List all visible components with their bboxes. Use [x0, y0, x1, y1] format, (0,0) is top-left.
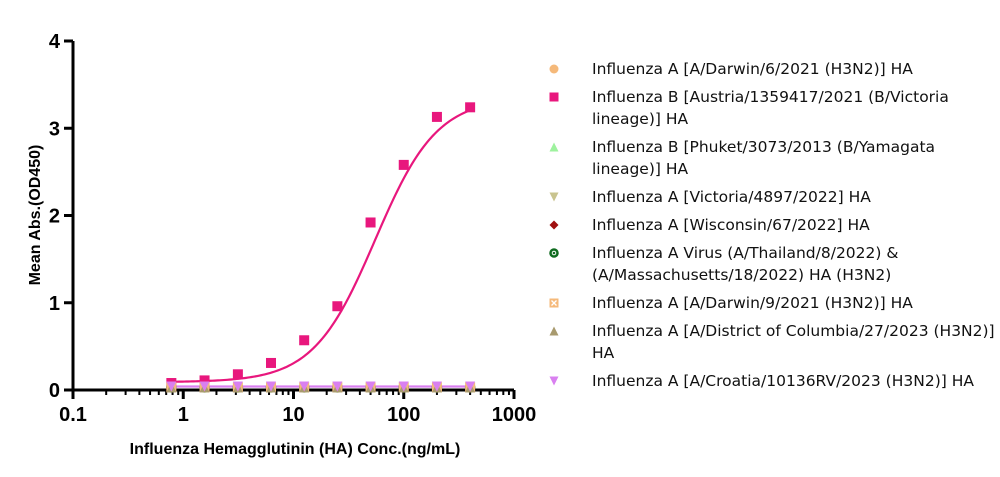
legend-marker-icon [549, 92, 559, 102]
y-tick-label: 3 [49, 118, 60, 140]
legend-marker-icon [549, 142, 559, 152]
legend-item: Influenza A [A/Croatia/10136RV/2023 (H3N… [540, 370, 995, 392]
x-tick-label: 10 [282, 404, 304, 426]
legend-marker-icon [549, 298, 559, 308]
data-point [265, 381, 276, 392]
chart-plot: 0 1 2 3 4 0.1 1 10 100 1000 Influenza Hemagglutin… [27, 31, 536, 458]
legend-item: Influenza A [A/Darwin/6/2021 (H3N2)] HA [540, 58, 995, 80]
data-point [431, 381, 442, 392]
data-point [232, 369, 243, 380]
legend-marker-icon [549, 192, 559, 202]
y-tick-label: 1 [49, 293, 60, 315]
data-point [199, 375, 210, 386]
data-point [332, 301, 343, 312]
data-point [265, 357, 276, 368]
y-tick-label: 2 [49, 206, 60, 228]
x-tick-label: 1000 [492, 404, 537, 426]
legend-label: Influenza A Virus (A/Thailand/8/2022) & … [592, 244, 899, 284]
legend-label: Influenza A [A/Croatia/10136RV/2023 (H3N… [592, 372, 974, 390]
data-point [398, 381, 409, 392]
legend-label: Influenza A [A/District of Columbia/27/2… [592, 322, 995, 362]
legend-marker-icon [549, 326, 559, 336]
data-point [299, 381, 310, 392]
x-tick-label: 1 [178, 404, 189, 426]
data-point [465, 381, 476, 392]
legend-item: Influenza A Virus (A/Thailand/8/2022) & … [540, 242, 995, 286]
y-tick-label: 4 [49, 31, 61, 53]
y-tick-label: 0 [49, 380, 60, 402]
data-point [299, 335, 310, 346]
data-point [365, 381, 376, 392]
y-axis-title: Mean Abs.(OD450) [27, 145, 44, 286]
legend-item: Influenza A [A/Darwin/9/2021 (H3N2)] HA [540, 292, 995, 314]
legend-label: Influenza A [A/Darwin/6/2021 (H3N2)] HA [592, 60, 913, 78]
legend-label: Influenza B [Austria/1359417/2021 (B/Vic… [592, 88, 949, 128]
x-tick-label: 0.1 [59, 404, 87, 426]
data-point [166, 381, 177, 392]
legend-marker-icon [549, 248, 559, 258]
data-point [365, 217, 376, 228]
data-marks [166, 102, 476, 393]
data-point [431, 111, 442, 122]
data-point [332, 381, 343, 392]
legend-marker-icon [549, 220, 559, 230]
legend-marker-icon [549, 64, 559, 74]
legend-marker-icon [549, 376, 559, 386]
legend-label: Influenza A [Wisconsin/67/2022] HA [592, 216, 870, 234]
legend-item: Influenza B [Austria/1359417/2021 (B/Vic… [540, 86, 995, 130]
data-point [398, 159, 409, 170]
legend-item: Influenza A [Wisconsin/67/2022] HA [540, 214, 995, 236]
fit-curve [171, 109, 471, 383]
legend-label: Influenza A [A/Darwin/9/2021 (H3N2)] HA [592, 294, 913, 312]
x-tick-label: 100 [387, 404, 420, 426]
data-point [232, 381, 243, 392]
legend-item: Influenza A [Victoria/4897/2022] HA [540, 186, 995, 208]
legend-label: Influenza A [Victoria/4897/2022] HA [592, 188, 871, 206]
data-point [465, 102, 476, 113]
x-axis-title: Influenza Hemagglutinin (HA) Conc.(ng/mL… [130, 441, 461, 458]
data-point [199, 381, 210, 392]
legend-label: Influenza B [Phuket/3073/2013 (B/Yamagat… [592, 138, 936, 178]
axes: 0 1 2 3 4 0.1 1 10 100 1000 [49, 31, 536, 426]
legend: Influenza A [A/Darwin/6/2021 (H3N2)] HA I… [540, 58, 995, 398]
legend-item: Influenza A [A/District of Columbia/27/2… [540, 320, 995, 364]
legend-item: Influenza B [Phuket/3073/2013 (B/Yamagat… [540, 136, 995, 180]
